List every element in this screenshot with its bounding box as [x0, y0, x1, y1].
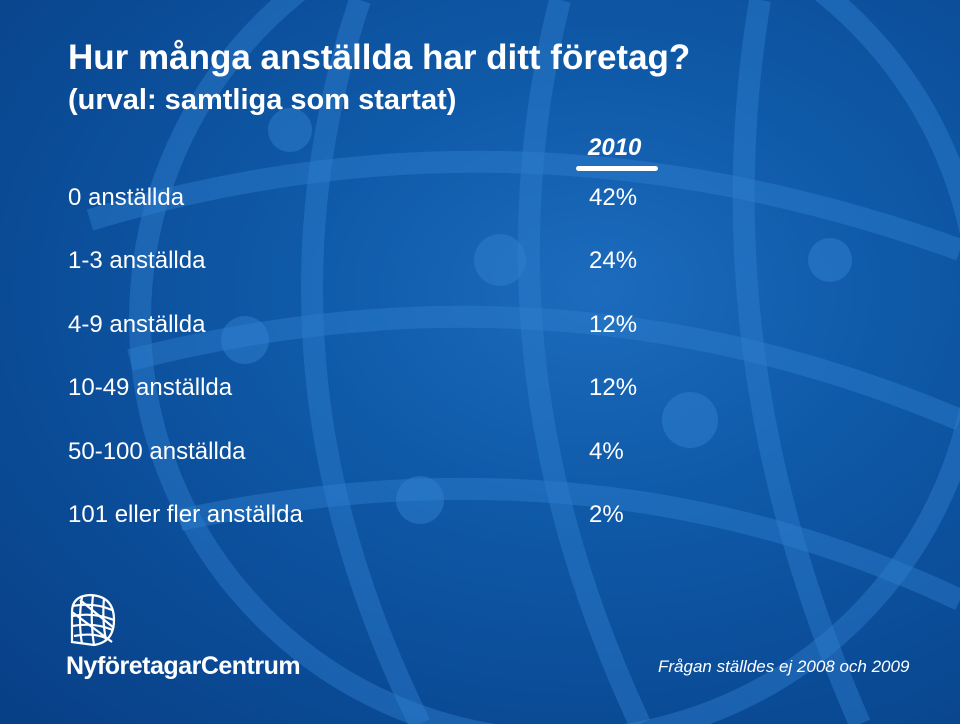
footnote: Frågan ställdes ej 2008 och 2009 — [658, 657, 910, 676]
row-label: 0 anställda — [68, 184, 185, 211]
row-value: 12% — [589, 374, 638, 401]
row-label: 4-9 anställda — [68, 311, 206, 338]
row-value: 2% — [589, 501, 624, 528]
row-value: 24% — [589, 247, 638, 274]
row-value: 12% — [589, 311, 638, 338]
slide-subtitle: (urval: samtliga som startat) — [68, 84, 457, 116]
row-label: 1-3 anställda — [68, 247, 206, 274]
slide-title: Hur många anställda har ditt företag? — [68, 38, 691, 77]
column-header-underline — [576, 166, 658, 171]
row-value: 42% — [589, 184, 638, 211]
row-value: 4% — [589, 438, 624, 465]
logo-wordmark: NyföretagarCentrum — [66, 652, 301, 680]
row-label: 10-49 anställda — [68, 374, 233, 401]
row-label: 50-100 anställda — [68, 438, 246, 465]
globe-grid-icon — [70, 593, 116, 647]
row-label: 101 eller fler anställda — [68, 501, 303, 528]
column-header-year: 2010 — [588, 134, 642, 161]
